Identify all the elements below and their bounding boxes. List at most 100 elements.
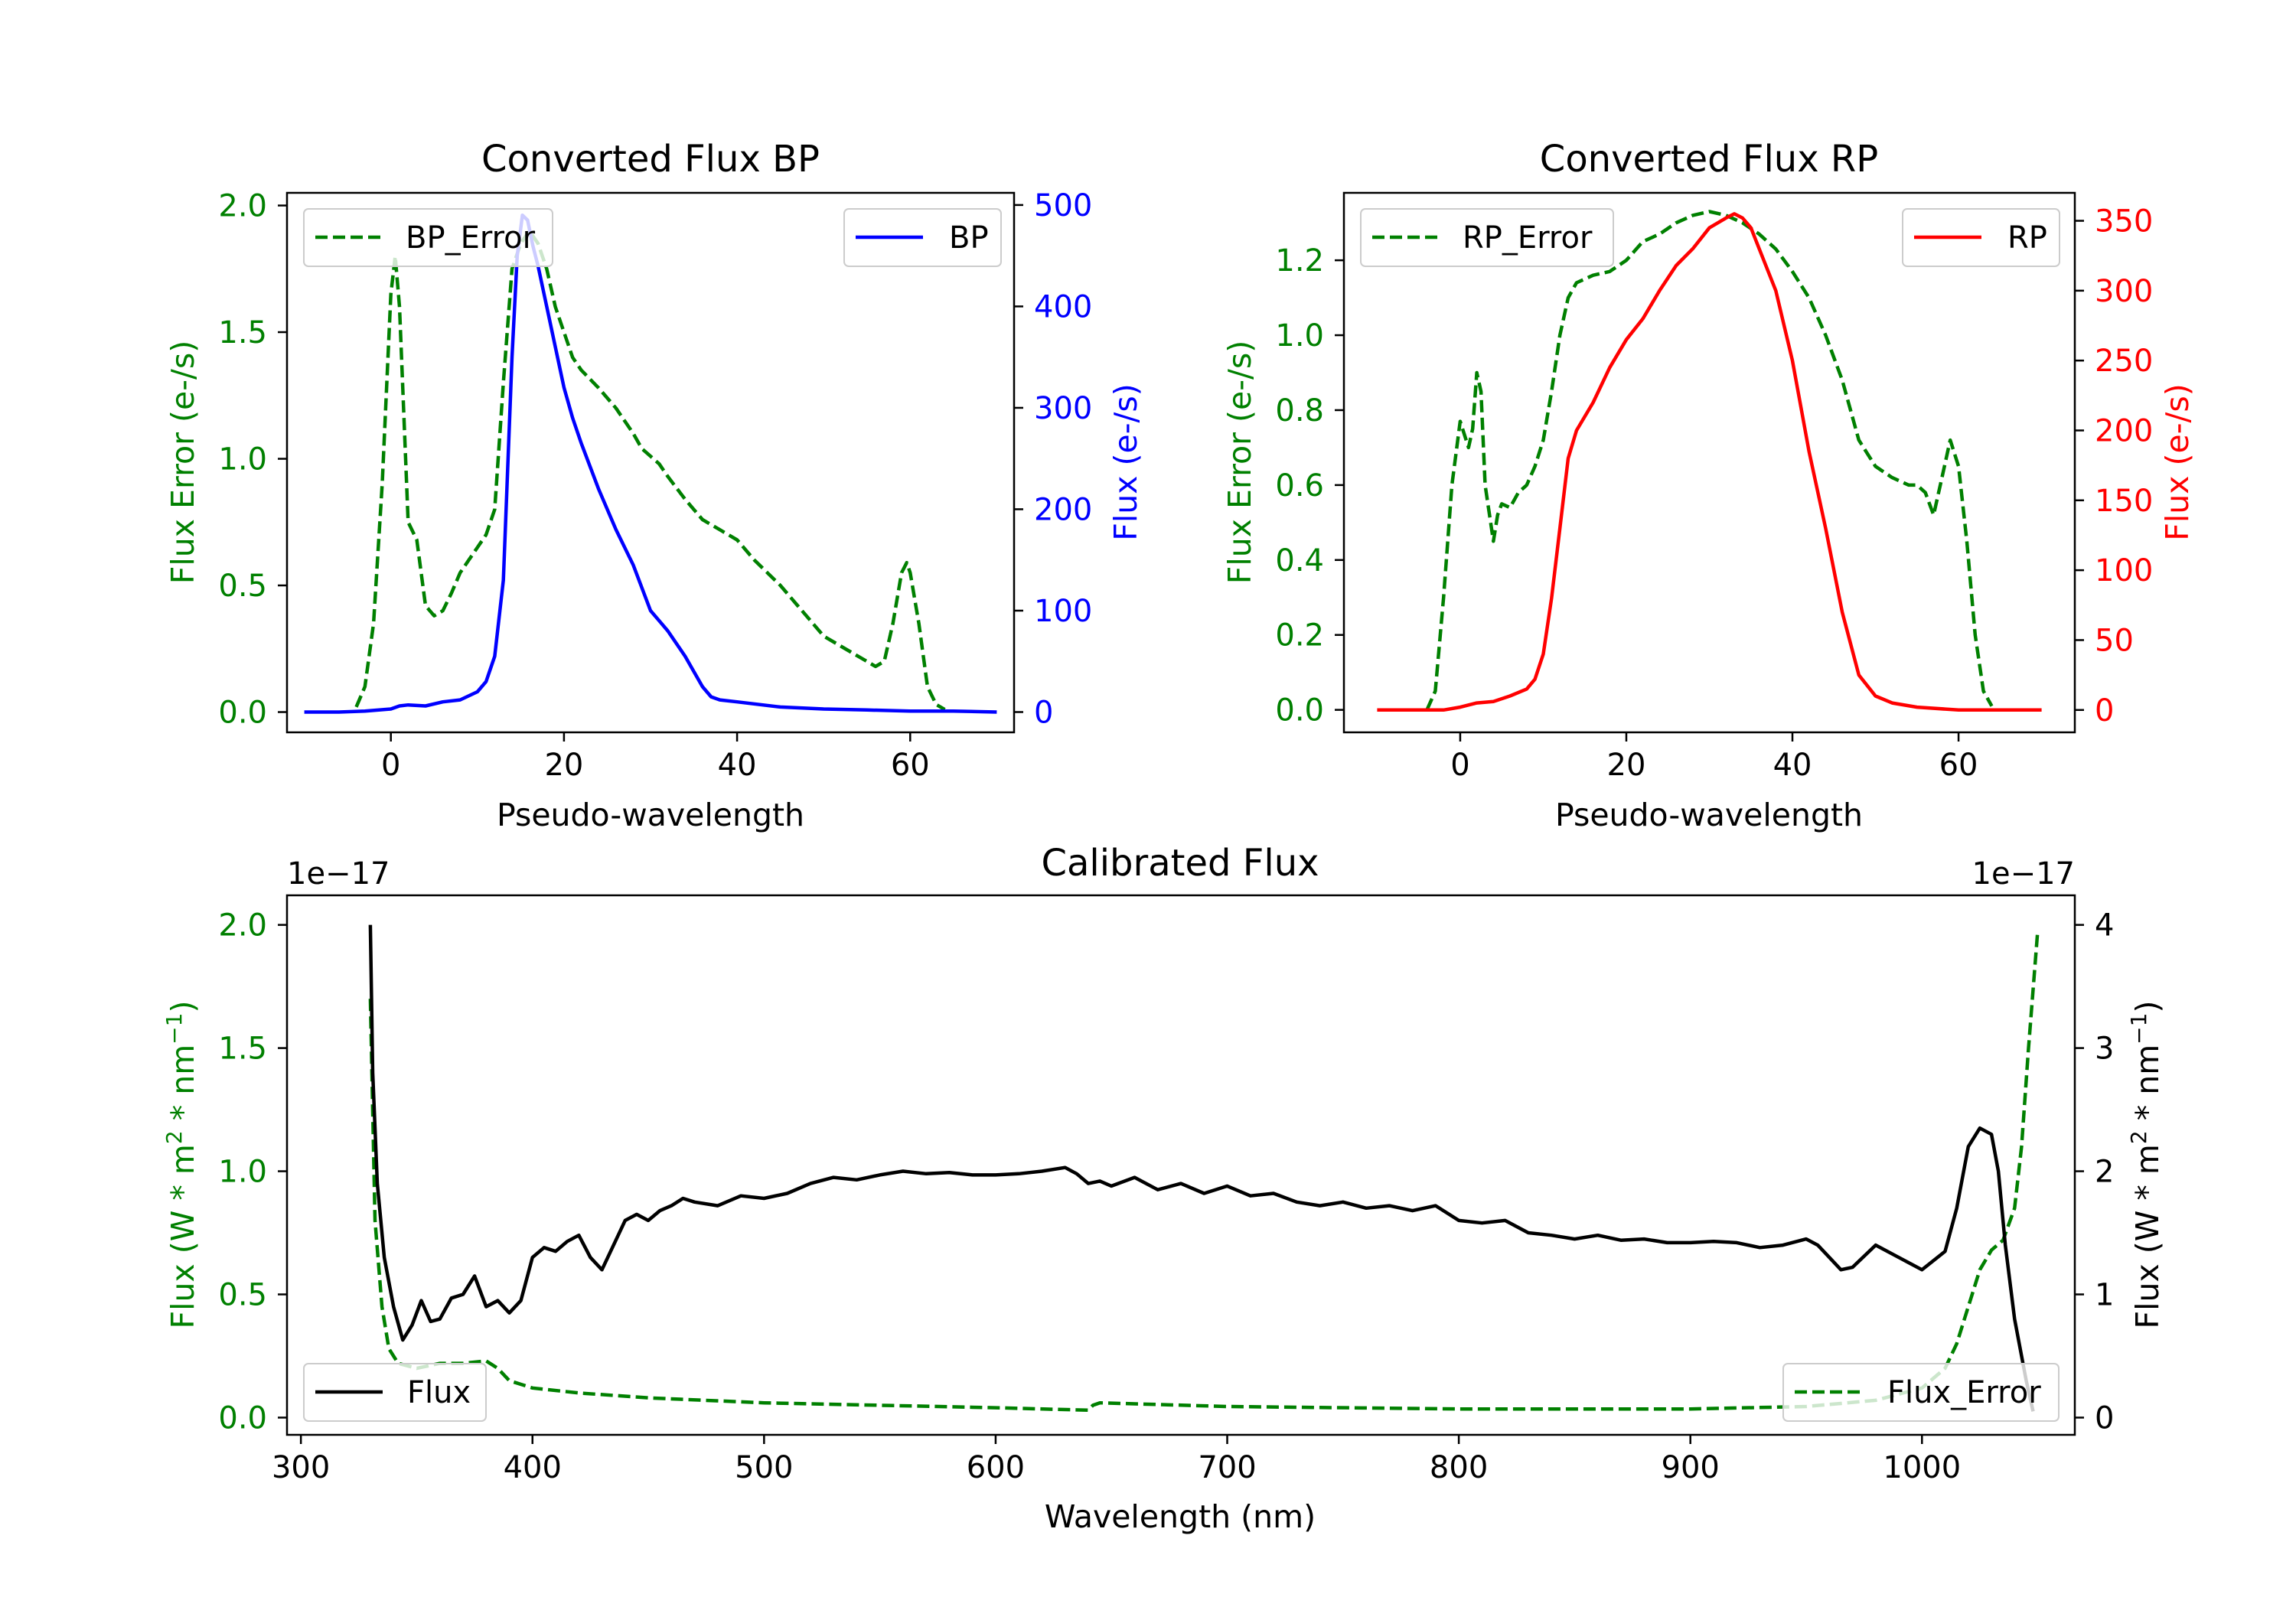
- bp-legend-error-label: BP_Error: [406, 220, 536, 256]
- rp-ytick-right-label: 300: [2095, 274, 2153, 309]
- calibrated-ytick-left-label: 0.5: [218, 1278, 267, 1313]
- rp-legend-flux-label: RP: [2007, 220, 2047, 256]
- bp-legend-error: BP_Error: [303, 208, 553, 267]
- calibrated-ticks: 300 400 500 600 700 800 900 1000 0.0 0.5 1.0 1.5 2.0…: [218, 908, 2114, 1485]
- calibrated-ytick-left-label: 1.5: [218, 1032, 267, 1067]
- rp-legend-error-label: RP_Error: [1463, 220, 1593, 256]
- bp-plot-frame: [285, 191, 1016, 734]
- bp-ytick-right-label: 200: [1034, 492, 1092, 527]
- rp-ytick-left-label: 0.8: [1275, 393, 1324, 429]
- rp-ytick-right-label: 100: [2095, 553, 2153, 588]
- calibrated-offset-left: 1e−17: [287, 856, 390, 892]
- rp-xtick-label: 60: [1939, 748, 1978, 783]
- calibrated-xtick-label: 800: [1430, 1450, 1488, 1485]
- calibrated-xtick-label: 700: [1198, 1450, 1256, 1485]
- rp-ytick-left-label: 1.0: [1275, 318, 1324, 354]
- bp-ytick-left-label: 0.5: [218, 569, 267, 604]
- bp-series-bp-error: [354, 229, 946, 712]
- rp-ytick-left-label: 0.6: [1275, 468, 1324, 504]
- rp-ytick-left-label: 1.2: [1275, 243, 1324, 279]
- rp-ticks: 0 20 40 60 0.0 0.2 0.4 0.6 0.8 1.0 1.2 0 50 100 150 200…: [1275, 204, 2153, 783]
- rp-ylabel-right: Flux (e-/s): [2159, 383, 2196, 540]
- calibrated-legend-flux-box: [303, 1363, 487, 1422]
- bp-ytick-left-label: 0.0: [218, 696, 267, 731]
- bp-xtick-label: 20: [544, 748, 583, 783]
- calibrated-ytick-right-label: 3: [2095, 1032, 2114, 1067]
- rp-xtick-label: 40: [1773, 748, 1812, 783]
- bp-ytick-right-label: 100: [1034, 594, 1092, 629]
- rp-ytick-right-label: 200: [2095, 413, 2153, 448]
- bp-ylabel-right: Flux (e-/s): [1107, 383, 1144, 540]
- calibrated-ytick-left-label: 2.0: [218, 908, 267, 944]
- bp-ytick-left-label: 2.0: [218, 189, 267, 224]
- calibrated-series-flux: [368, 924, 2035, 1412]
- bp-ytick-right-label: 300: [1034, 391, 1092, 426]
- calibrated-xtick-label: 400: [504, 1450, 562, 1485]
- bp-ytick-right-label: 0: [1034, 695, 1053, 730]
- calibrated-title: Calibrated Flux: [1041, 842, 1319, 885]
- rp-ytick-right-label: 350: [2095, 204, 2153, 240]
- calibrated-legend-error: Flux_Error: [1782, 1363, 2060, 1422]
- bp-ytick-right-label: 500: [1034, 188, 1092, 223]
- calibrated-legend-flux: Flux: [303, 1363, 487, 1422]
- rp-series: [1377, 210, 2042, 712]
- calibrated-ytick-right-label: 4: [2095, 908, 2114, 944]
- calibrated-ytick-left-label: 1.0: [218, 1155, 267, 1190]
- calibrated-offset-right: 1e−17: [1972, 856, 2075, 892]
- calibrated-xtick-label: 500: [735, 1450, 793, 1485]
- bp-xtick-label: 40: [718, 748, 757, 783]
- calibrated-ytick-right-label: 1: [2095, 1278, 2114, 1313]
- bp-title: Converted Flux BP: [481, 138, 820, 181]
- calibrated-legend-error-label: Flux_Error: [1887, 1375, 2041, 1410]
- calibrated-ylabel-left: Flux (W * m2 * nm−1): [161, 1001, 202, 1329]
- rp-xtick-label: 20: [1607, 748, 1646, 783]
- bp-ytick-left-label: 1.0: [218, 442, 267, 478]
- calibrated-xtick-label: 300: [272, 1450, 330, 1485]
- rp-ytick-left-label: 0.0: [1275, 693, 1324, 729]
- rp-ytick-right-label: 150: [2095, 484, 2153, 519]
- bp-ylabel-left: Flux Error (e-/s): [165, 341, 201, 584]
- bp-legend-flux: BP: [843, 208, 1002, 267]
- rp-ytick-left-label: 0.4: [1275, 543, 1324, 579]
- rp-title: Converted Flux RP: [1540, 138, 1878, 181]
- calibrated-xtick-label: 900: [1662, 1450, 1720, 1485]
- bp-legend-flux-label: BP: [949, 220, 989, 256]
- bp-ticks: 0 20 40 60 0.0 0.5 1.0 1.5 2.0 0 100 200 300 400 500: [218, 188, 1092, 783]
- bp-xlabel: Pseudo-wavelength: [497, 797, 804, 833]
- rp-ylabel-left: Flux Error (e-/s): [1221, 341, 1258, 584]
- rp-xtick-label: 0: [1450, 748, 1469, 783]
- calibrated-panel: Calibrated Flux 1e−17 1e−17 300 400 500 600…: [161, 842, 2167, 1535]
- rp-series-rp: [1377, 212, 2042, 712]
- calibrated-legend-error-box: [1782, 1363, 2060, 1422]
- rp-plot-frame: [1342, 191, 2076, 734]
- bp-ytick-left-label: 1.5: [218, 315, 267, 350]
- calibrated-plot-frame: [285, 894, 2076, 1436]
- rp-ytick-right-label: 50: [2095, 623, 2134, 658]
- rp-legend-error: RP_Error: [1360, 208, 1614, 267]
- calibrated-xtick-label: 600: [967, 1450, 1025, 1485]
- calibrated-xlabel: Wavelength (nm): [1045, 1498, 1316, 1535]
- bp-xtick-label: 60: [891, 748, 930, 783]
- rp-series-rp-error: [1425, 210, 1994, 711]
- rp-panel: Converted Flux RP 0 20 40 60 0.0 0.2 0.4 0.6 0.8…: [1221, 138, 2196, 833]
- calibrated-ylabel-right: Flux (W * m2 * nm−1): [2126, 1001, 2167, 1329]
- calibrated-ytick-right-label: 0: [2095, 1400, 2114, 1436]
- bp-xtick-label: 0: [381, 748, 400, 783]
- bp-panel: Converted Flux BP 0 20 40 60 0.0 0.5 1.0 1.5 2.0…: [165, 138, 1144, 833]
- rp-xlabel: Pseudo-wavelength: [1555, 797, 1863, 833]
- bp-legend-error-box: [303, 208, 553, 267]
- rp-ytick-left-label: 0.2: [1275, 618, 1324, 654]
- bp-series-bp: [304, 213, 997, 714]
- rp-ytick-right-label: 0: [2095, 693, 2114, 729]
- rp-legend-flux: RP: [1902, 208, 2060, 267]
- bp-ytick-right-label: 400: [1034, 289, 1092, 324]
- calibrated-ytick-right-label: 2: [2095, 1155, 2114, 1190]
- calibrated-ytick-left-label: 0.0: [218, 1400, 267, 1436]
- rp-legend-error-box: [1360, 208, 1614, 267]
- bp-series: [304, 213, 997, 714]
- calibrated-legend-flux-label: Flux: [407, 1375, 471, 1410]
- rp-ytick-right-label: 250: [2095, 344, 2153, 379]
- calibrated-xtick-label: 1000: [1883, 1450, 1961, 1485]
